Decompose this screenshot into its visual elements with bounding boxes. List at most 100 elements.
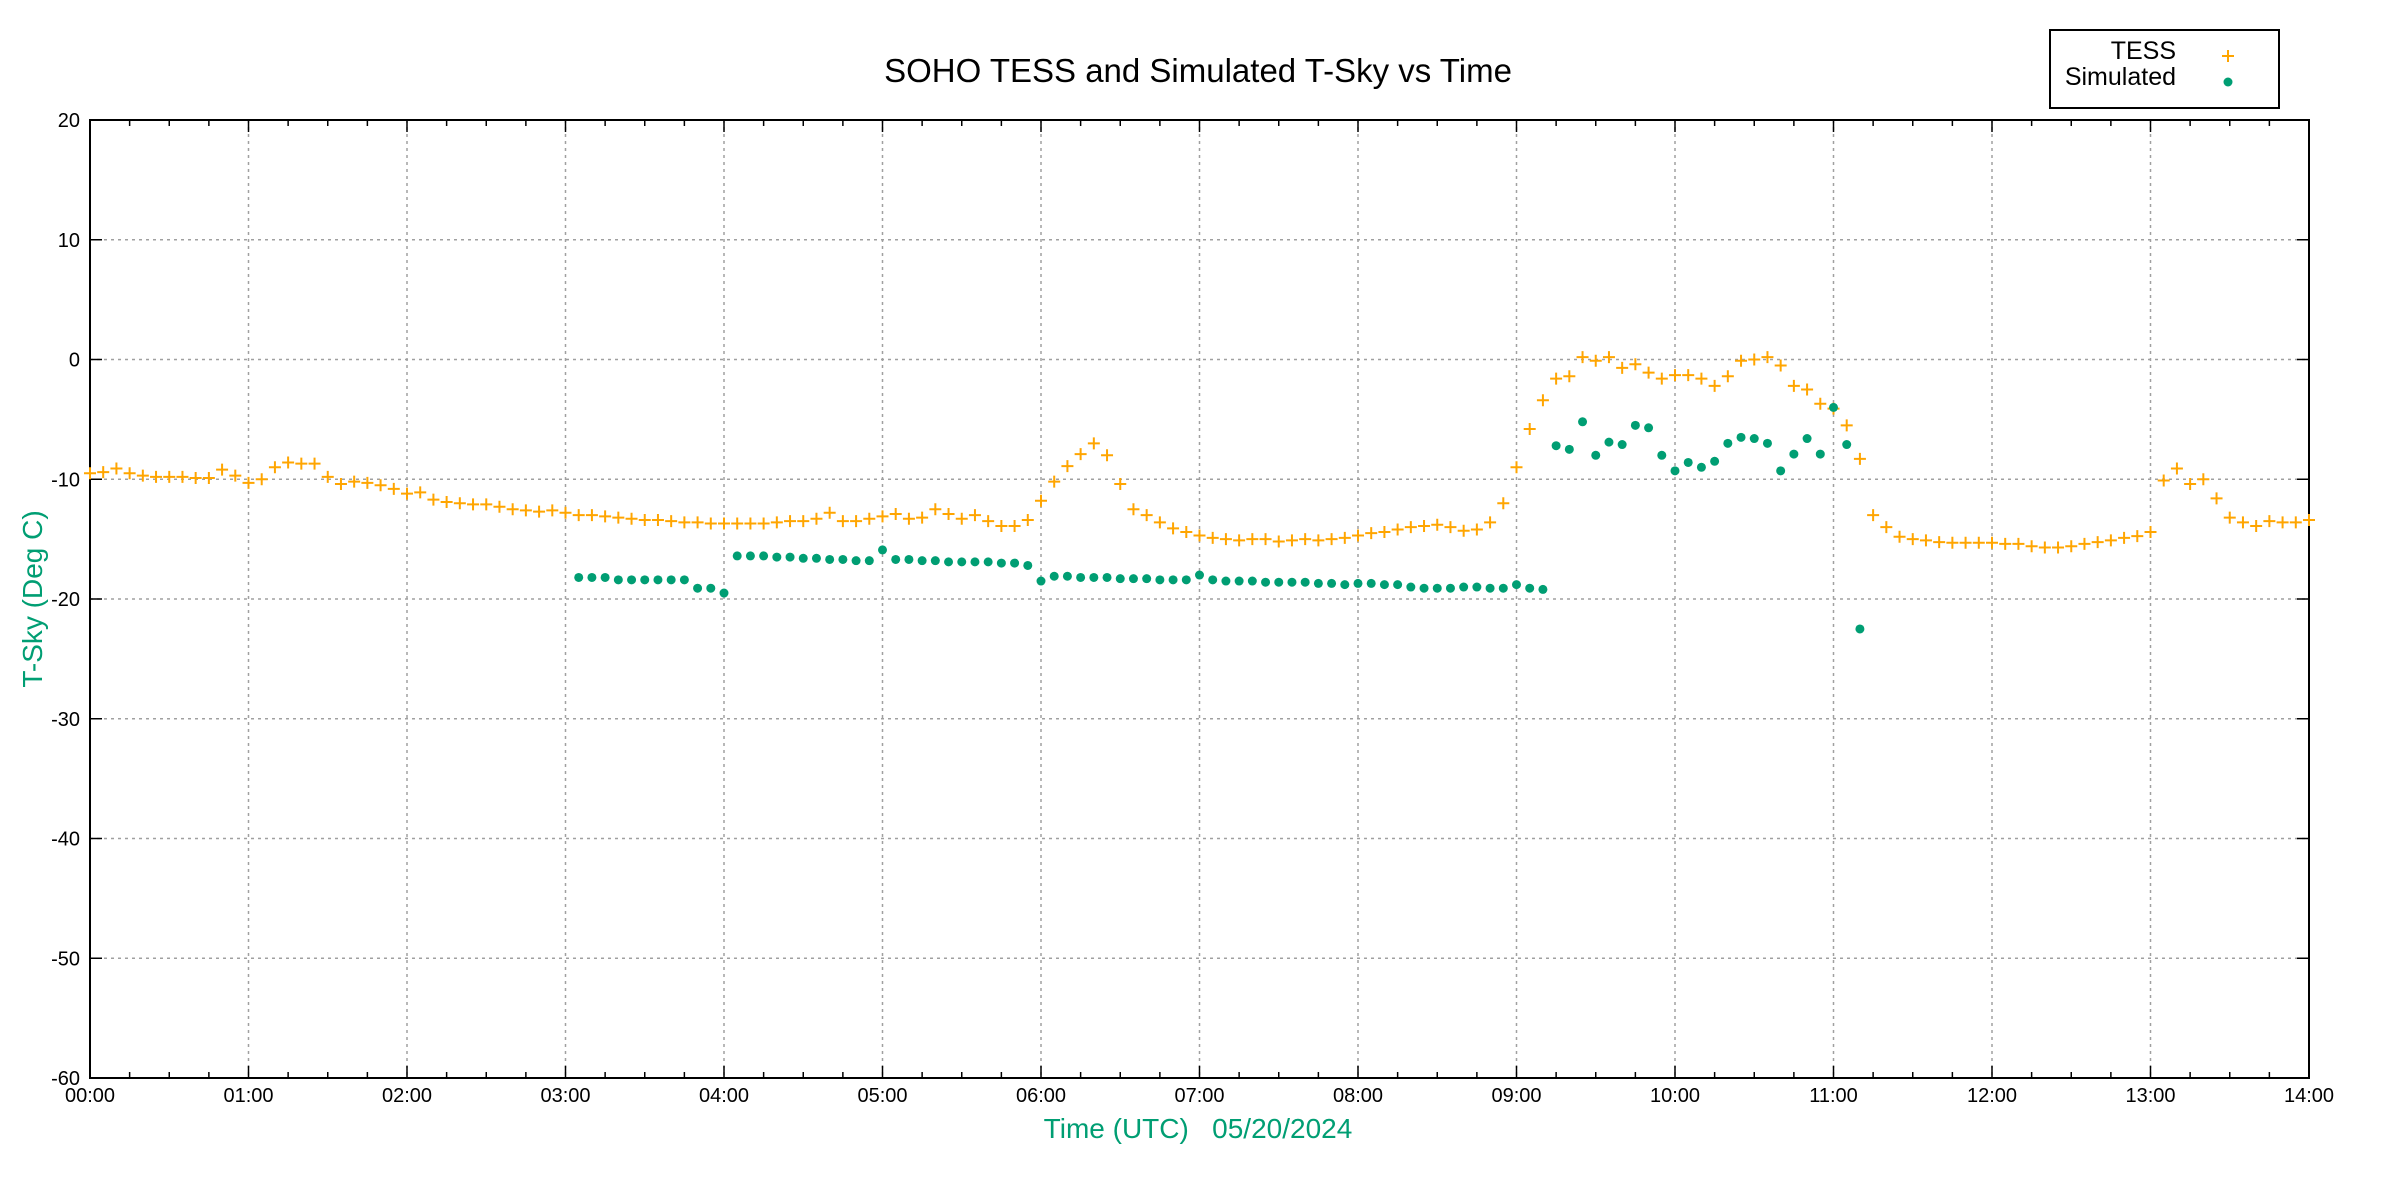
tess-point <box>1748 353 1761 366</box>
tess-point <box>744 517 757 530</box>
tess-point <box>1008 519 1021 532</box>
tess-point <box>731 517 744 530</box>
simulated-point <box>1234 576 1244 586</box>
tess-point <box>876 510 889 523</box>
tess-point <box>2157 474 2170 487</box>
tess-point <box>1378 525 1391 538</box>
simulated-point <box>1749 434 1759 444</box>
tess-point <box>572 509 585 522</box>
x-tick-label: 04:00 <box>699 1085 749 1107</box>
simulated-point <box>1710 456 1720 466</box>
simulated-point <box>587 572 597 582</box>
tess-point <box>889 507 902 520</box>
tess-point <box>955 512 968 525</box>
tess-point <box>229 469 242 482</box>
x-tick-label: 02:00 <box>382 1085 432 1107</box>
tess-point <box>1470 523 1483 536</box>
simulated-point <box>1353 578 1363 588</box>
tess-point <box>268 461 281 474</box>
simulated-point <box>904 554 914 564</box>
simulated-point <box>1340 580 1350 590</box>
tess-point <box>1682 369 1695 382</box>
tess-point <box>599 510 612 523</box>
simulated-point <box>1617 440 1627 450</box>
tess-point <box>2118 531 2131 544</box>
tess-point <box>1735 354 1748 367</box>
tess-point <box>321 470 334 483</box>
tess-point <box>295 457 308 470</box>
simulated-point <box>613 575 623 585</box>
simulated-point <box>1776 466 1786 476</box>
simulated-point <box>600 572 610 582</box>
x-tick-label: 11:00 <box>1809 1085 1858 1107</box>
tess-point <box>1312 534 1325 547</box>
tess-point <box>1021 513 1034 526</box>
tess-point <box>401 487 413 500</box>
simulated-point <box>1010 558 1020 568</box>
tess-point <box>84 467 96 480</box>
tess-point <box>1352 529 1364 542</box>
y-tick-label: -40 <box>51 829 80 851</box>
tess-point <box>2025 540 2038 553</box>
tess-point <box>1708 379 1721 392</box>
simulated-point <box>1366 578 1376 588</box>
tess-point <box>2104 534 2117 547</box>
tess-point <box>638 513 651 526</box>
tess-point <box>968 509 981 522</box>
x-tick-label: 01:00 <box>223 1085 273 1107</box>
simulated-point <box>1023 560 1033 570</box>
simulated-point <box>1578 417 1588 427</box>
tess-point <box>506 503 519 516</box>
simulated-point <box>1313 578 1323 588</box>
tess-point <box>387 482 400 495</box>
simulated-point <box>1723 438 1733 448</box>
tess-point <box>1774 359 1787 372</box>
tess-point <box>1127 503 1140 516</box>
simulated-point <box>1115 574 1125 584</box>
tess-point <box>2210 492 2223 505</box>
tess-point <box>1035 494 1047 507</box>
simulated-point <box>1445 583 1455 593</box>
simulated-point <box>1604 437 1614 447</box>
simulated-point <box>1155 575 1165 585</box>
tess-point <box>1048 475 1061 488</box>
simulated-point <box>1696 462 1706 472</box>
tess-point <box>1669 369 1681 382</box>
simulated-point <box>1128 574 1138 584</box>
simulated-point <box>759 551 769 561</box>
simulated-point <box>851 556 861 566</box>
tess-point <box>1087 437 1100 450</box>
legend-label-simulated: Simulated <box>2065 63 2176 91</box>
simulated-point <box>1551 441 1561 451</box>
simulated-point <box>1274 577 1284 587</box>
tess-point <box>1457 524 1470 537</box>
y-tick-label: -60 <box>51 1068 80 1090</box>
simulated-point <box>1049 571 1059 581</box>
tess-point <box>942 507 955 520</box>
tess-point <box>150 470 163 483</box>
tess-point <box>2303 513 2315 526</box>
tess-point <box>1140 509 1153 522</box>
simulated-point <box>785 552 795 562</box>
tess-point <box>361 476 374 489</box>
tess-point <box>2052 541 2065 554</box>
tess-point <box>414 486 427 499</box>
simulated-point <box>1247 576 1257 586</box>
simulated-point <box>1842 440 1852 450</box>
tess-point <box>1418 519 1431 532</box>
tess-point <box>2236 516 2249 529</box>
tess-point <box>97 466 110 479</box>
tess-point <box>467 498 480 511</box>
tess-point <box>1589 354 1602 367</box>
tess-point <box>1167 522 1180 535</box>
tess-point <box>625 512 638 525</box>
simulated-point <box>1683 457 1693 467</box>
simulated-point <box>1287 577 1297 587</box>
simulated-point <box>891 554 901 564</box>
grid <box>90 120 2309 1078</box>
data-marks <box>84 351 2315 634</box>
simulated-point <box>1062 571 1072 581</box>
simulated-point <box>1221 576 1231 586</box>
simulated-point <box>1485 583 1495 593</box>
tess-point <box>2065 540 2078 553</box>
